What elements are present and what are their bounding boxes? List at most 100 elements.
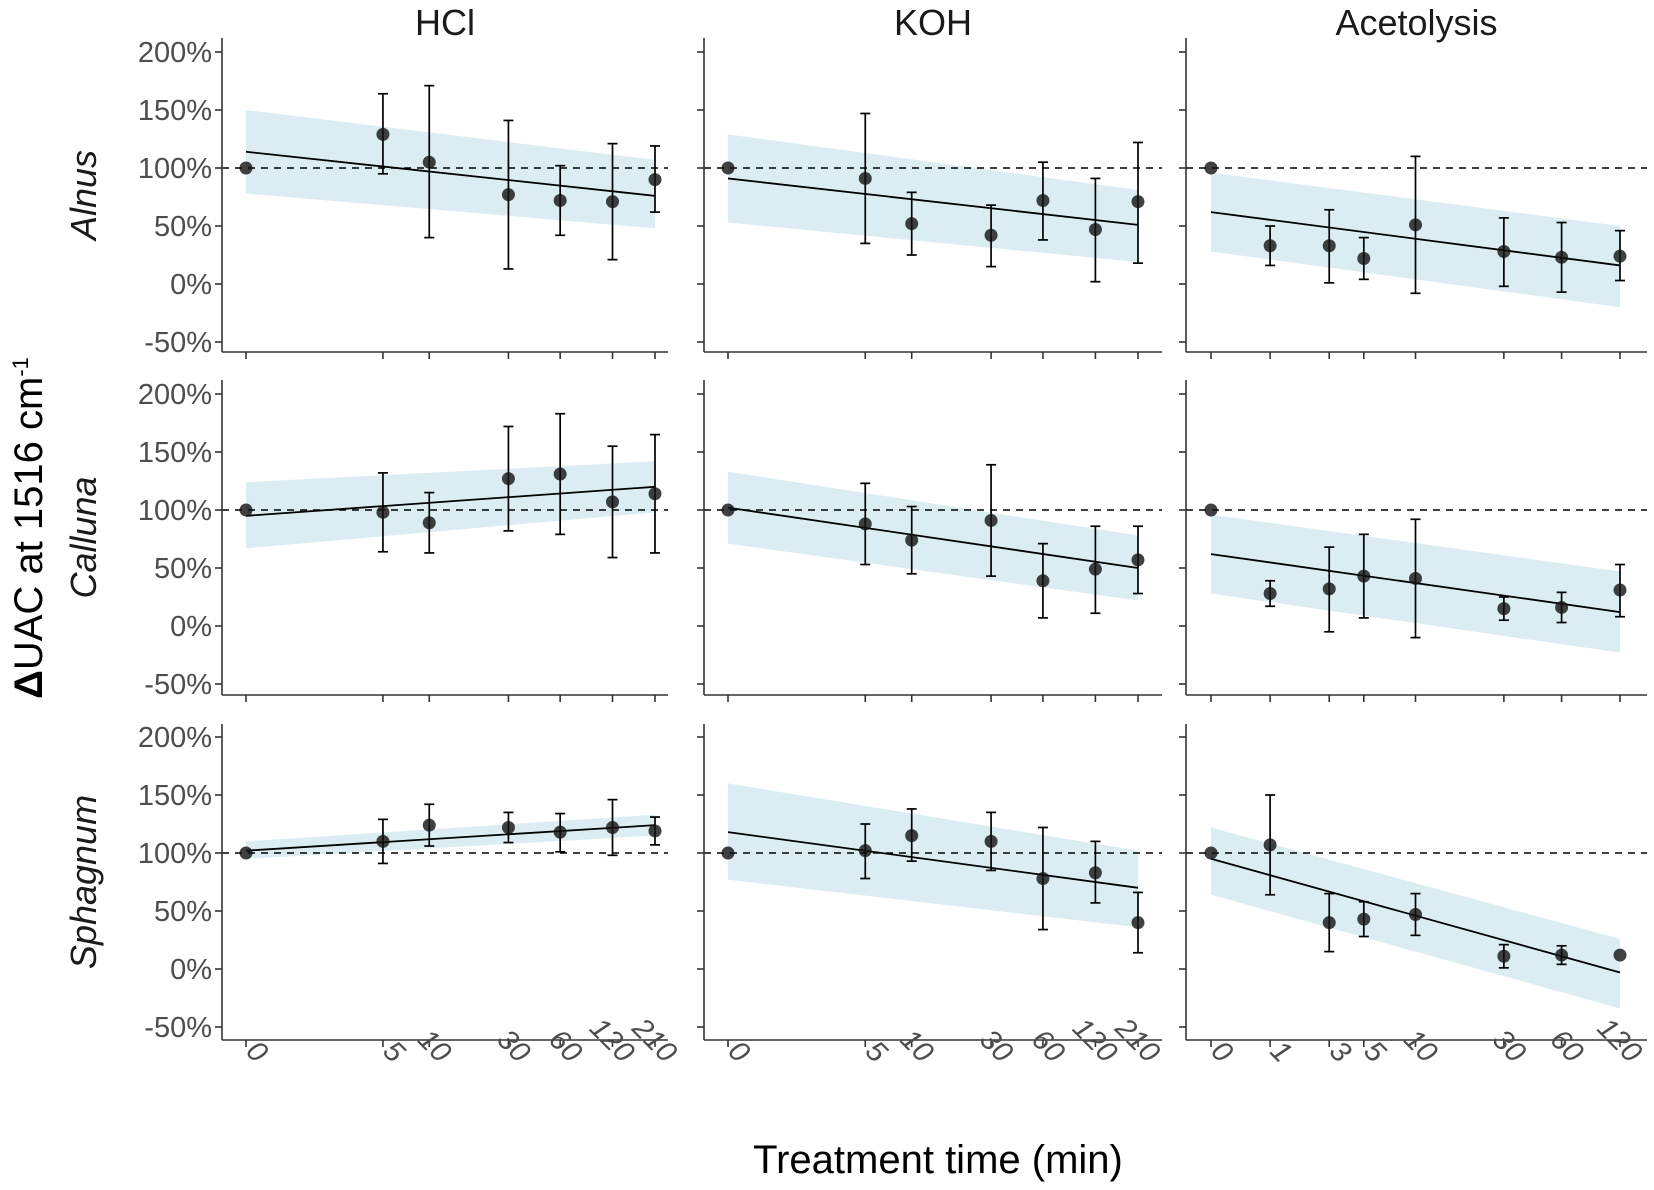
column-strip-label: Acetolysis (1335, 2, 1497, 43)
y-tick-label: 200% (138, 722, 212, 754)
data-point (648, 824, 662, 838)
data-point (1204, 161, 1218, 175)
regression-line (245, 485, 656, 517)
x-tick-label: 120 (1591, 1012, 1648, 1069)
data-point (648, 173, 662, 187)
data-point (1357, 569, 1371, 583)
y-tick-label: 0% (170, 611, 212, 643)
panel: -50% 0% 50% 100% 150% 200% (138, 379, 668, 702)
x-axis-title: Treatment time (min) (753, 1138, 1123, 1182)
data-point (1555, 250, 1569, 264)
confidence-band (728, 471, 1138, 601)
y-tick-label: 150% (138, 780, 212, 812)
data-point (1613, 249, 1627, 263)
data-point (1322, 916, 1336, 930)
data-point (1088, 562, 1102, 576)
data-point (984, 834, 998, 848)
data-point (721, 161, 735, 175)
y-axis-title-main: UAC at 1516 cm (7, 377, 51, 670)
data-point (376, 127, 390, 141)
row-strip-label: Alnus (63, 150, 104, 242)
data-point (1555, 948, 1569, 962)
data-point (1409, 218, 1422, 232)
data-point (422, 516, 436, 530)
data-point (905, 217, 919, 231)
row-strip-label: Calluna (63, 476, 104, 598)
data-point (984, 228, 998, 242)
data-point (376, 834, 390, 848)
y-tick-label: 100% (138, 153, 212, 185)
data-point (721, 846, 735, 860)
y-tick-label: 200% (138, 379, 212, 411)
data-point (1613, 948, 1627, 962)
data-point (648, 487, 662, 501)
x-tick-label: 10 (411, 1024, 456, 1069)
data-point (1497, 602, 1511, 616)
panel (697, 380, 1162, 702)
data-point (1263, 587, 1277, 601)
regression-line (245, 150, 656, 197)
x-tick-label: 210 (1108, 1011, 1166, 1069)
panel: -50% 0% 50% 100% 150% 200% (138, 37, 668, 359)
x-tick-label: 210 (625, 1011, 683, 1069)
y-tick-label: 150% (138, 95, 212, 127)
data-point (1357, 251, 1371, 265)
regression-line (727, 831, 1139, 889)
y-tick-label: 50% (154, 553, 212, 585)
y-tick-label: -50% (144, 669, 212, 701)
data-point (422, 818, 436, 832)
column-strip-label: HCl (415, 2, 475, 43)
y-tick-label: -50% (144, 1012, 212, 1044)
panel: 0 1 3 5 10 30 60 120 (1179, 724, 1648, 1070)
data-point (1036, 193, 1050, 207)
y-tick-label: 0% (170, 269, 212, 301)
data-point (1036, 574, 1050, 588)
x-tick-label: 120 (1066, 1012, 1123, 1069)
data-point (1204, 503, 1218, 517)
column-strip-label: KOH (894, 2, 972, 43)
panel (697, 38, 1162, 359)
y-tick-label: 100% (138, 495, 212, 527)
data-point (1088, 222, 1102, 236)
y-tick-label: 0% (170, 954, 212, 986)
data-point (1131, 195, 1145, 209)
x-tick-label: 10 (894, 1024, 939, 1069)
data-point (1088, 866, 1102, 880)
regression-line (727, 177, 1139, 226)
data-point (905, 829, 919, 843)
data-point (858, 517, 872, 531)
data-point (422, 155, 436, 169)
data-point (984, 513, 998, 527)
y-axis-title-superscript: -1 (8, 357, 33, 377)
row-strip-label: Sphagnum (63, 795, 104, 969)
data-point (1263, 838, 1277, 852)
data-point (1204, 846, 1218, 860)
regression-line (727, 506, 1139, 569)
data-point (1497, 245, 1511, 259)
x-tick-label: 30 (491, 1024, 536, 1069)
data-point (1613, 583, 1627, 597)
data-point (239, 503, 253, 517)
panel (1179, 38, 1647, 359)
x-tick-label: 30 (1486, 1024, 1531, 1069)
y-tick-label: 150% (138, 437, 212, 469)
x-tick-label: 10 (1398, 1024, 1443, 1069)
regression-line (245, 824, 656, 852)
y-tick-label: 100% (138, 838, 212, 870)
data-point (239, 161, 253, 175)
data-point (1555, 600, 1569, 614)
data-point (239, 846, 253, 860)
data-point (1357, 912, 1371, 926)
confidence-band (728, 134, 1138, 262)
data-point (501, 820, 515, 834)
data-point (376, 505, 390, 519)
data-point (553, 193, 567, 207)
y-tick-label: 50% (154, 896, 212, 928)
data-point (1322, 239, 1336, 253)
data-point (606, 195, 620, 209)
x-tick-label: 30 (973, 1024, 1018, 1069)
y-axis-title-delta: Δ (7, 670, 51, 699)
data-point (1409, 907, 1422, 921)
